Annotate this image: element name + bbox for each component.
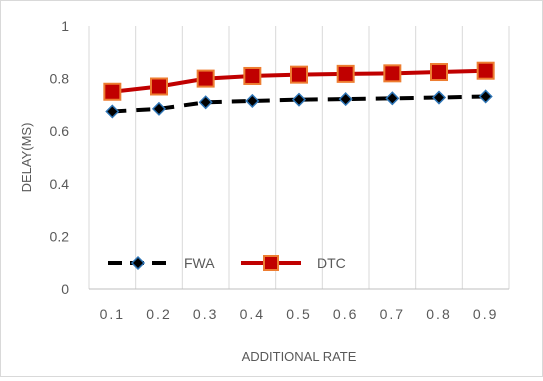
series-dtc [103, 61, 495, 101]
x-tick-label: 0.4 [240, 306, 265, 322]
data-point-marker [263, 255, 279, 271]
series-fwa [105, 89, 493, 119]
data-point-marker [198, 95, 213, 110]
y-tick-label: 0.2 [50, 228, 70, 244]
y-tick-label: 0 [61, 281, 69, 297]
x-tick-label: 0.2 [146, 306, 171, 322]
y-tick-label: 1 [61, 18, 69, 34]
data-point-marker [336, 64, 355, 83]
data-point-marker [151, 101, 167, 116]
data-point-marker [476, 61, 495, 80]
x-axis-label: ADDITIONAL RATE [242, 349, 357, 364]
y-tick-label: 0.4 [50, 176, 70, 192]
gridlines [88, 26, 510, 289]
x-axis-ticks: 0.1 0.2 0.3 0.4 0.5 0.6 0.7 0.8 0.9 [100, 306, 498, 322]
data-point-marker [196, 69, 215, 88]
data-point-marker [478, 89, 493, 104]
legend-label: DTC [317, 255, 346, 271]
data-point-marker [245, 93, 260, 109]
x-tick-label: 0.8 [426, 306, 451, 322]
data-point-marker [431, 90, 447, 105]
x-tick-label: 0.5 [286, 306, 311, 322]
data-point-marker [385, 91, 400, 106]
data-point-marker [243, 66, 262, 85]
y-tick-label: 0.8 [50, 71, 70, 87]
x-tick-label: 0.6 [333, 306, 358, 322]
data-point-marker [105, 104, 120, 119]
series-group [103, 61, 495, 119]
y-tick-label: 0.6 [50, 123, 70, 139]
data-point-marker [103, 82, 122, 101]
data-point-marker [290, 65, 308, 84]
x-tick-label: 0.9 [473, 306, 498, 322]
y-axis-label: DELAY(MS) [19, 123, 34, 193]
y-axis-ticks: 0 0.2 0.4 0.6 0.8 1 [50, 18, 70, 297]
legend-item-fwa: FWA [108, 255, 215, 271]
data-point-marker [150, 77, 168, 96]
legend-item-dtc: DTC [241, 255, 346, 271]
x-tick-label: 0.7 [380, 306, 405, 322]
data-point-marker [291, 92, 307, 107]
data-point-marker [130, 255, 146, 271]
legend: FWA DTC [108, 255, 346, 271]
x-tick-label: 0.3 [193, 306, 218, 322]
legend-label: FWA [184, 255, 215, 271]
data-point-marker [338, 92, 353, 107]
x-tick-label: 0.1 [100, 306, 125, 322]
data-point-marker [383, 64, 402, 83]
data-point-marker [430, 63, 448, 82]
